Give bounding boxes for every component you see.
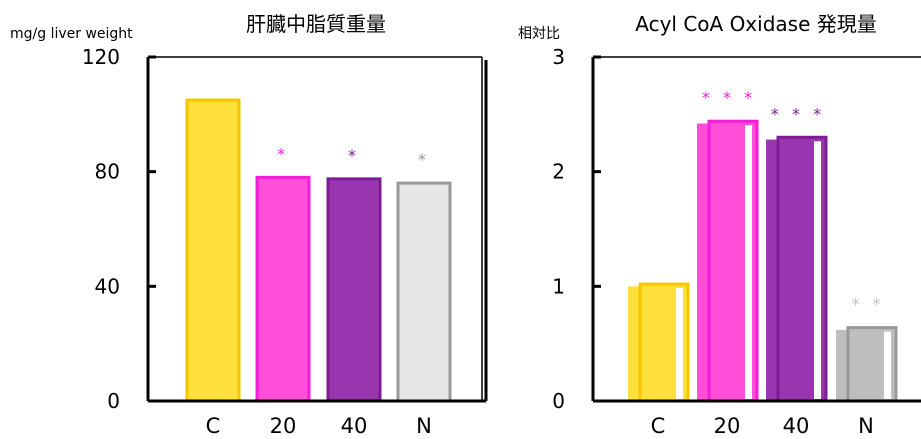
significance-mark: * * * bbox=[771, 104, 825, 123]
significance-marks: * * * * * * * * bbox=[702, 88, 884, 314]
x-ticks: C 20 40 N bbox=[206, 414, 432, 438]
bar bbox=[326, 177, 382, 403]
x-tick-label: N bbox=[858, 414, 874, 438]
significance-mark: * bbox=[348, 146, 360, 165]
chart-lipid-weight: 肝臓中脂質重量 mg/g liver weight 0 40 80 120 C 20 40… bbox=[10, 12, 488, 438]
significance-mark: * bbox=[418, 150, 430, 169]
bar-highlight bbox=[745, 125, 752, 400]
significance-mark: * bbox=[277, 144, 289, 163]
y-axis-label: mg/g liver weight bbox=[10, 26, 133, 42]
y-axis-label: 相対比 bbox=[518, 26, 560, 42]
x-tick-label: 40 bbox=[783, 414, 810, 438]
significance-marks: * * * bbox=[277, 144, 430, 169]
x-tick-label: 20 bbox=[714, 414, 741, 438]
bars bbox=[628, 119, 898, 403]
bars bbox=[185, 98, 452, 403]
x-tick-label: 40 bbox=[341, 414, 368, 438]
y-tick-label: 0 bbox=[107, 389, 120, 413]
plot-frame bbox=[591, 56, 921, 403]
y-tick-label: 40 bbox=[95, 274, 120, 298]
y-ticks: 0 40 80 120 bbox=[82, 45, 156, 413]
x-tick-label: 20 bbox=[270, 414, 297, 438]
chart-acyl-coa-oxidase: Acyl CoA Oxidase 発現量 相対比 0 1 2 3 C 20 40 N * *… bbox=[518, 12, 921, 438]
significance-mark: * * * bbox=[702, 88, 756, 107]
x-tick-label: N bbox=[416, 414, 432, 438]
y-ticks: 0 1 2 3 bbox=[552, 45, 601, 413]
chart-title: Acyl CoA Oxidase 発現量 bbox=[635, 12, 876, 36]
significance-mark: * * bbox=[851, 295, 884, 314]
y-tick-label: 80 bbox=[95, 160, 120, 184]
plot-frame bbox=[146, 56, 488, 403]
y-tick-label: 3 bbox=[552, 45, 565, 69]
bar-highlight bbox=[884, 331, 891, 399]
x-ticks: C 20 40 N bbox=[651, 414, 874, 438]
bar-highlight bbox=[814, 141, 821, 399]
y-tick-label: 1 bbox=[552, 274, 565, 298]
chart-title: 肝臓中脂質重量 bbox=[246, 12, 386, 36]
y-tick-label: 120 bbox=[82, 45, 120, 69]
x-tick-label: C bbox=[651, 414, 666, 438]
bar bbox=[185, 98, 241, 403]
y-tick-label: 2 bbox=[552, 160, 565, 184]
y-tick-label: 0 bbox=[552, 389, 565, 413]
bar bbox=[396, 181, 452, 403]
x-tick-label: C bbox=[206, 414, 221, 438]
bar bbox=[255, 175, 311, 403]
bar-highlight bbox=[676, 288, 683, 399]
